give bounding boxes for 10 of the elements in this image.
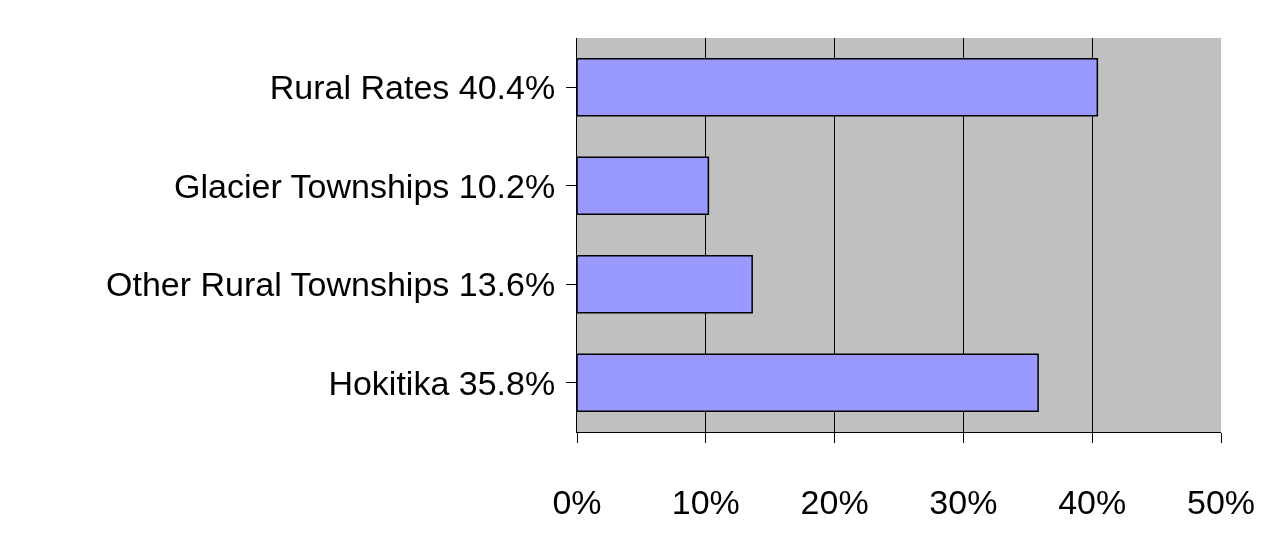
y-tick-label: Rural Rates 40.4% [269,68,556,107]
x-tick-label: 20% [800,482,869,521]
x-tick-label: 40% [1058,482,1127,521]
x-tick-label: 10% [671,482,740,521]
x-tick-label: 50% [1186,482,1256,521]
y-tick-label: Glacier Townships 10.2% [174,166,556,205]
x-tick-label: 30% [929,482,998,521]
y-tick-label: Other Rural Townships 13.6% [106,265,556,304]
x-tick-label: 0% [552,482,602,521]
y-tick-label: Hokitika 35.8% [328,363,556,402]
